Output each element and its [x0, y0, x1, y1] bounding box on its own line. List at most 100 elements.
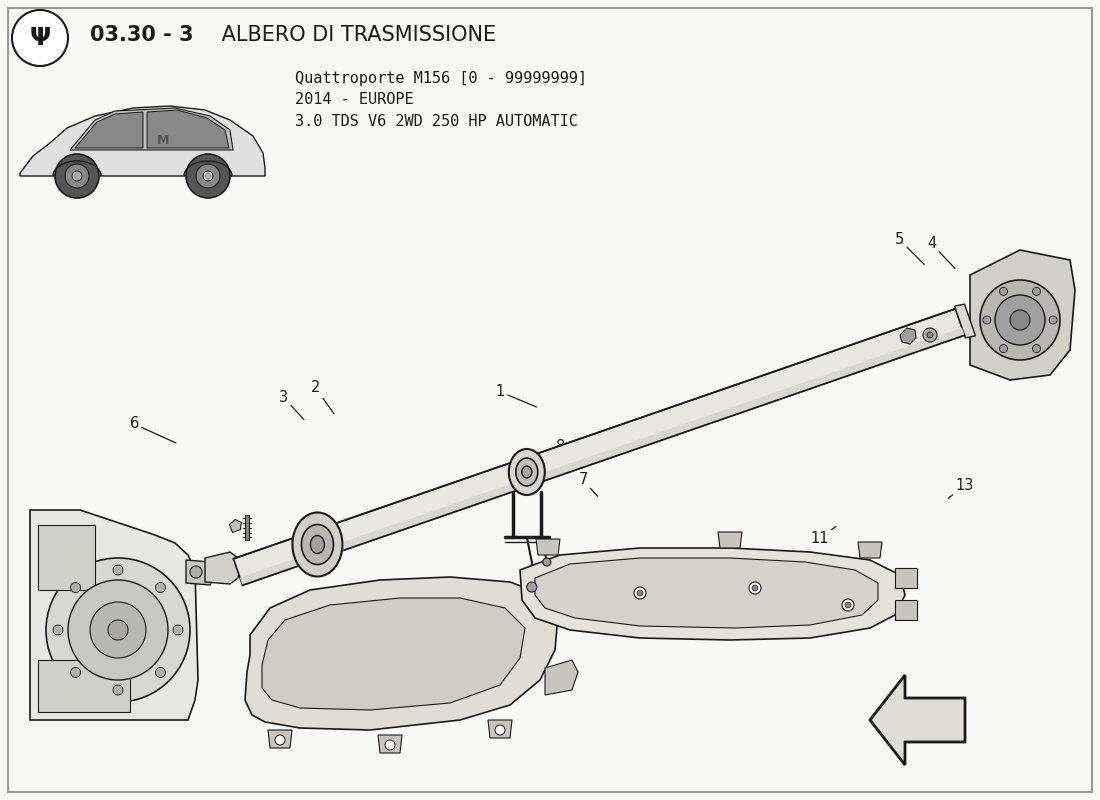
- Ellipse shape: [301, 525, 333, 565]
- Text: 8: 8: [557, 439, 568, 462]
- Circle shape: [527, 582, 537, 592]
- Circle shape: [1049, 316, 1057, 324]
- Circle shape: [113, 685, 123, 695]
- Circle shape: [186, 154, 230, 198]
- Circle shape: [275, 735, 285, 745]
- Polygon shape: [262, 598, 525, 710]
- Polygon shape: [39, 525, 95, 590]
- Text: 11: 11: [811, 526, 836, 546]
- Text: 9: 9: [452, 601, 464, 623]
- Text: 3.0 TDS V6 2WD 250 HP AUTOMATIC: 3.0 TDS V6 2WD 250 HP AUTOMATIC: [295, 114, 578, 130]
- Circle shape: [70, 667, 80, 678]
- Polygon shape: [233, 309, 965, 586]
- Polygon shape: [895, 600, 917, 620]
- Circle shape: [983, 316, 991, 324]
- Polygon shape: [245, 514, 250, 539]
- Circle shape: [637, 590, 644, 596]
- Circle shape: [155, 582, 165, 593]
- Circle shape: [1000, 345, 1008, 353]
- Polygon shape: [955, 304, 976, 338]
- Circle shape: [90, 602, 146, 658]
- Circle shape: [196, 164, 220, 188]
- Circle shape: [55, 154, 99, 198]
- Polygon shape: [20, 106, 265, 176]
- Circle shape: [923, 328, 937, 342]
- Circle shape: [845, 602, 851, 608]
- Text: 6: 6: [130, 417, 176, 443]
- Circle shape: [927, 332, 933, 338]
- Circle shape: [996, 295, 1045, 345]
- Text: Quattroporte M156 [0 - 99999999]: Quattroporte M156 [0 - 99999999]: [295, 70, 587, 86]
- Circle shape: [65, 164, 89, 188]
- Text: 2: 2: [311, 381, 334, 414]
- Polygon shape: [240, 328, 965, 586]
- Circle shape: [53, 625, 63, 635]
- Polygon shape: [268, 730, 292, 748]
- Circle shape: [113, 565, 123, 575]
- Polygon shape: [544, 660, 578, 695]
- Text: 5: 5: [895, 233, 924, 265]
- Text: 2014 - EUROPE: 2014 - EUROPE: [295, 93, 414, 107]
- Circle shape: [12, 10, 68, 66]
- Polygon shape: [970, 250, 1075, 380]
- Polygon shape: [535, 558, 878, 628]
- Polygon shape: [378, 735, 402, 753]
- Circle shape: [190, 566, 202, 578]
- Ellipse shape: [509, 449, 544, 495]
- Polygon shape: [536, 539, 560, 555]
- Text: 7: 7: [579, 473, 597, 496]
- Circle shape: [204, 171, 213, 181]
- Polygon shape: [245, 577, 558, 730]
- Circle shape: [842, 599, 854, 611]
- Circle shape: [634, 587, 646, 599]
- Polygon shape: [858, 542, 882, 558]
- Text: M: M: [157, 134, 169, 147]
- Circle shape: [1000, 287, 1008, 295]
- Ellipse shape: [521, 466, 531, 478]
- Polygon shape: [900, 328, 916, 344]
- Ellipse shape: [293, 513, 342, 577]
- Polygon shape: [520, 548, 905, 640]
- Text: 13: 13: [948, 478, 974, 498]
- Ellipse shape: [516, 458, 538, 486]
- Circle shape: [980, 280, 1060, 360]
- Polygon shape: [718, 532, 743, 548]
- Circle shape: [108, 620, 128, 640]
- Polygon shape: [75, 112, 143, 148]
- Text: Ψ: Ψ: [30, 26, 51, 50]
- Circle shape: [542, 558, 551, 566]
- Circle shape: [1033, 345, 1041, 353]
- Polygon shape: [230, 519, 241, 533]
- Circle shape: [68, 580, 168, 680]
- Circle shape: [749, 582, 761, 594]
- Polygon shape: [39, 660, 130, 712]
- Circle shape: [70, 582, 80, 593]
- Polygon shape: [147, 110, 229, 148]
- Text: 1: 1: [496, 385, 537, 407]
- Text: 10: 10: [666, 561, 689, 583]
- Circle shape: [495, 725, 505, 735]
- Circle shape: [1010, 310, 1030, 330]
- Polygon shape: [895, 568, 917, 588]
- Ellipse shape: [310, 535, 324, 554]
- Text: 13: 13: [692, 574, 711, 597]
- Text: 13: 13: [395, 622, 412, 649]
- Circle shape: [14, 12, 66, 64]
- Polygon shape: [205, 552, 240, 584]
- Circle shape: [155, 667, 165, 678]
- Circle shape: [173, 625, 183, 635]
- Polygon shape: [70, 108, 233, 150]
- Polygon shape: [186, 560, 212, 585]
- Circle shape: [752, 585, 758, 591]
- Circle shape: [1033, 287, 1041, 295]
- Text: ALBERO DI TRASMISSIONE: ALBERO DI TRASMISSIONE: [214, 25, 496, 45]
- Polygon shape: [488, 720, 512, 738]
- Circle shape: [46, 558, 190, 702]
- Text: 3: 3: [279, 390, 304, 419]
- Text: 4: 4: [927, 237, 955, 268]
- Circle shape: [385, 740, 395, 750]
- Polygon shape: [30, 510, 198, 720]
- Circle shape: [72, 171, 82, 181]
- Text: 03.30 - 3: 03.30 - 3: [90, 25, 194, 45]
- Polygon shape: [870, 675, 965, 765]
